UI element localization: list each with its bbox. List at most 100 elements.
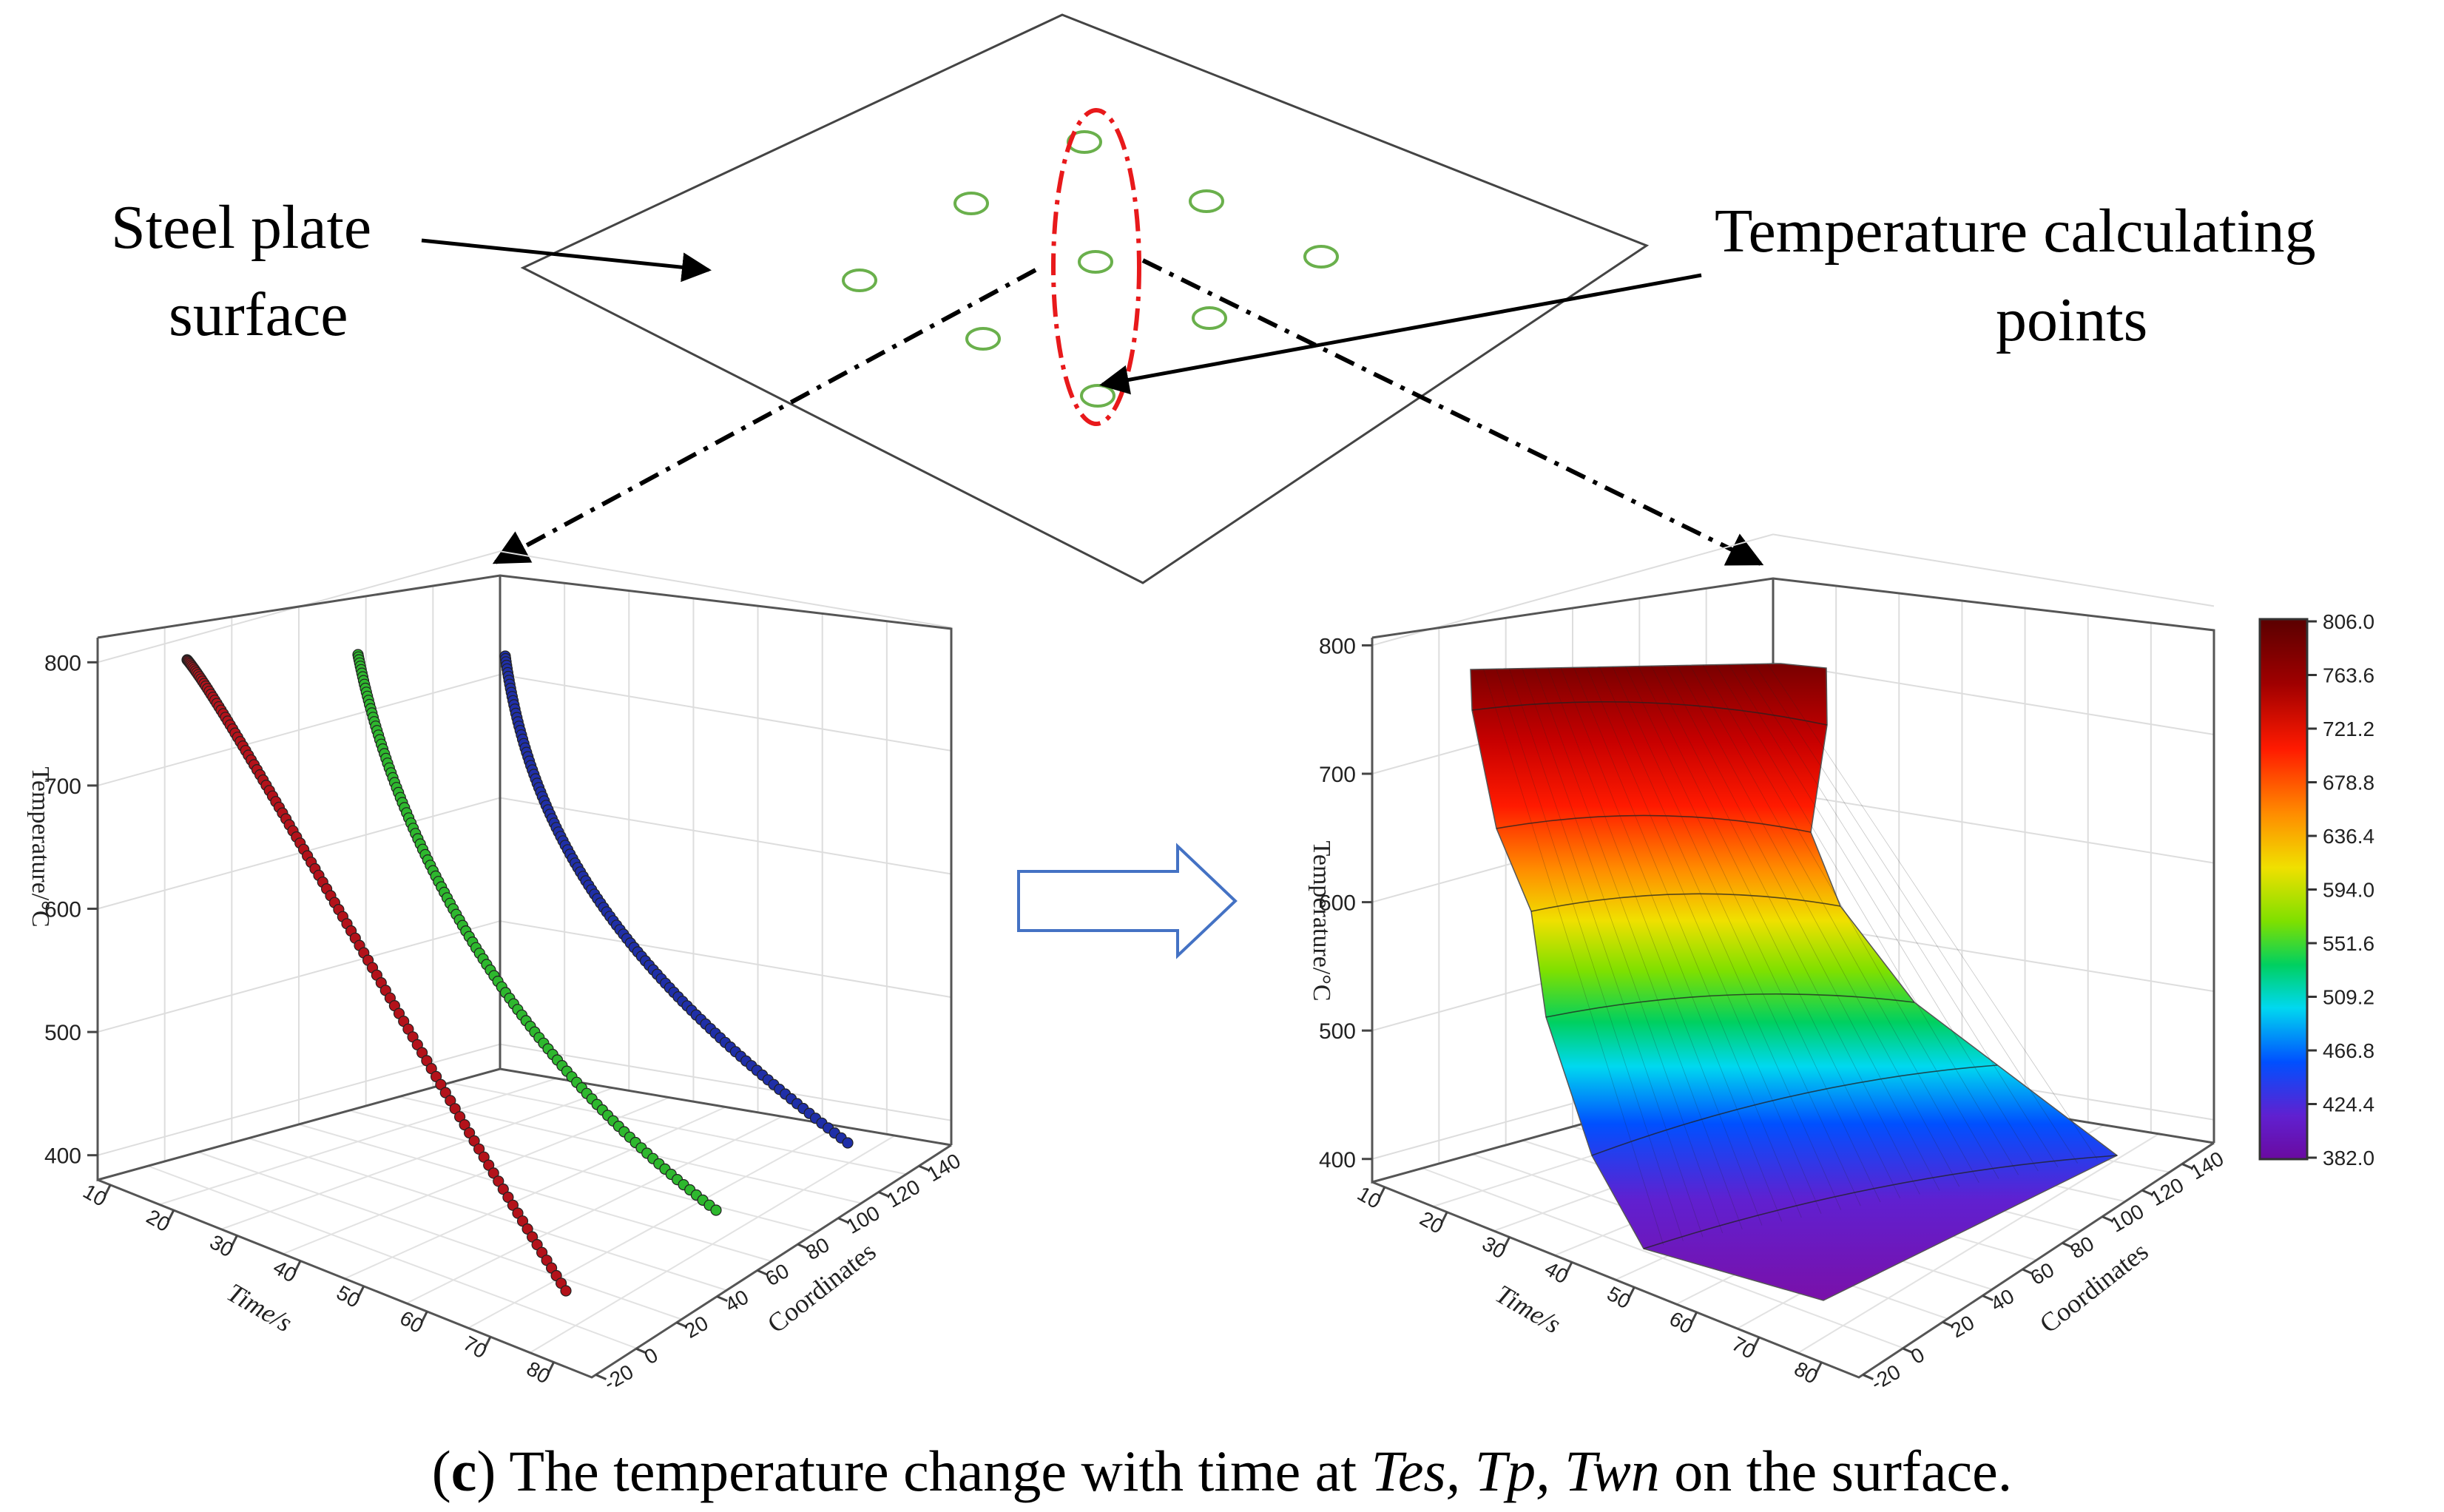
time-tick-mark: [293, 1260, 302, 1274]
temp-label-line2: points: [1996, 286, 2147, 354]
calc-point: [1078, 250, 1113, 274]
grid-line: [97, 550, 952, 664]
transform-arrow-icon: [1017, 843, 1238, 959]
z-axis-label: Temperature/°C: [1308, 840, 1335, 1001]
time-tick-mark: [1439, 1211, 1448, 1225]
grid-line: [467, 1125, 839, 1329]
grid-line: [1371, 533, 2215, 647]
calc-point: [1080, 384, 1115, 408]
surface-mesh-line: [1664, 665, 1940, 1191]
surface-contour-line: [1471, 701, 1828, 726]
z-axis-ticks: 400 500 600 700 800: [1319, 634, 1372, 1172]
coord-tick-mark: [918, 1164, 930, 1172]
colorbar-label: 382.0: [2323, 1147, 2374, 1170]
coord-tick-label: 0: [641, 1343, 662, 1369]
grid-line: [97, 797, 952, 910]
coord-tick-mark: [797, 1243, 809, 1250]
time-tick-mark: [1815, 1362, 1823, 1375]
grid-line: [529, 1135, 896, 1354]
colorbar-gradient: [2258, 618, 2309, 1161]
surface-mesh-line: [1496, 669, 1684, 1241]
time-tick-mark: [1502, 1236, 1510, 1250]
temperature-surface: [1470, 663, 2119, 1301]
coord-tick-mark: [2181, 1163, 2193, 1170]
chart-series: [181, 649, 854, 1297]
surface-mesh-line: [1702, 664, 1999, 1179]
colorbar-labels: 806.0 763.6 721.2 678.8 636.4 594.0 551.6 509.2…: [2307, 610, 2374, 1170]
surface-mesh-line: [1638, 666, 1901, 1198]
time-axis-label: Time/s: [222, 1278, 297, 1338]
coord-tick-mark: [878, 1191, 890, 1198]
coord-tick-label: -20: [600, 1360, 638, 1395]
time-tick-mark: [1564, 1261, 1573, 1275]
grid-line: [449, 1081, 907, 1175]
time-tick-mark: [547, 1361, 555, 1375]
colorbar-label: 509.2: [2323, 986, 2374, 1009]
caption-vars: Tes, Tp, Twn: [1371, 1439, 1660, 1503]
calc-point: [842, 269, 877, 292]
colorbar-label: 678.8: [2323, 772, 2374, 794]
steel-label-line1: Steel plate: [111, 193, 371, 262]
surface-mesh-line: [1586, 666, 1822, 1214]
colorbar-label: 636.4: [2323, 825, 2374, 848]
z-tick-label: 800: [1319, 634, 1356, 658]
colorbar-label: 551.6: [2323, 932, 2374, 955]
surface-mesh-line: [1522, 668, 1724, 1234]
points-label-arrow: [1099, 273, 1702, 395]
z-axis-ticks: 400 500 600 700 800: [44, 651, 98, 1169]
surface-mesh-line: [1534, 668, 1743, 1229]
time-tick-mark: [1627, 1286, 1635, 1300]
series-tes-point: [473, 1143, 485, 1155]
surface-contours: [1471, 664, 2118, 1249]
caption-open-paren: (: [431, 1439, 451, 1503]
surface-contour-line: [1496, 814, 1812, 833]
coord-tick-mark: [1862, 1374, 1874, 1380]
colorbar-label: 721.2: [2323, 718, 2374, 740]
caption-letter: c: [450, 1439, 477, 1503]
calc-point: [953, 192, 989, 215]
calc-point: [965, 327, 1001, 351]
coord-tick-mark: [2102, 1215, 2113, 1223]
colorbar-label: 594.0: [2323, 879, 2374, 902]
surface-mesh-line: [1483, 669, 1664, 1245]
surface-mesh-line: [1547, 667, 1763, 1226]
caption-text-after: on the surface.: [1659, 1439, 2013, 1503]
surface-mesh-line: [1728, 664, 2039, 1172]
colorbar-label: 424.4: [2323, 1093, 2374, 1116]
surface-mesh-line: [1715, 664, 2019, 1175]
surface-contour-line: [1591, 1064, 1998, 1156]
surface-mesh-line: [1612, 666, 1861, 1206]
surface-contour-line: [1530, 893, 1841, 912]
grid-line: [406, 1116, 783, 1304]
z-tick-label: 500: [44, 1021, 81, 1045]
time-tick-mark: [230, 1235, 238, 1248]
surface-mesh-line: [1754, 664, 2079, 1164]
z-tick-label: 700: [1319, 763, 1356, 787]
z-tick-label: 500: [1319, 1019, 1356, 1044]
coord-tick-label: 120: [2146, 1173, 2187, 1210]
colorbar: 806.0 763.6 721.2 678.8 636.4 594.0 551.6 509.2…: [2258, 610, 2374, 1170]
time-tick-mark: [1689, 1312, 1698, 1325]
z-tick-label: 600: [1319, 891, 1356, 916]
caption-close-paren: ): [476, 1439, 496, 1503]
grid-line: [399, 1096, 862, 1204]
steel-label-line2: surface: [169, 280, 348, 349]
surface-mesh-line: [1676, 665, 1960, 1187]
grid-line: [298, 1124, 772, 1262]
surface-mesh-line: [1625, 666, 1881, 1203]
surface-mesh-line: [1508, 668, 1704, 1238]
colorbar-label: 763.6: [2323, 664, 2374, 687]
grid-line: [1797, 1133, 2160, 1354]
highlight-ellipse: [1051, 108, 1141, 426]
time-tick-mark: [419, 1311, 428, 1324]
series-tp-point: [710, 1204, 722, 1216]
time-tick-mark: [103, 1184, 112, 1198]
steel-plate-surface: [520, 13, 1650, 584]
calc-point: [1192, 306, 1227, 330]
time-axis-label: Time/s: [1491, 1279, 1565, 1340]
